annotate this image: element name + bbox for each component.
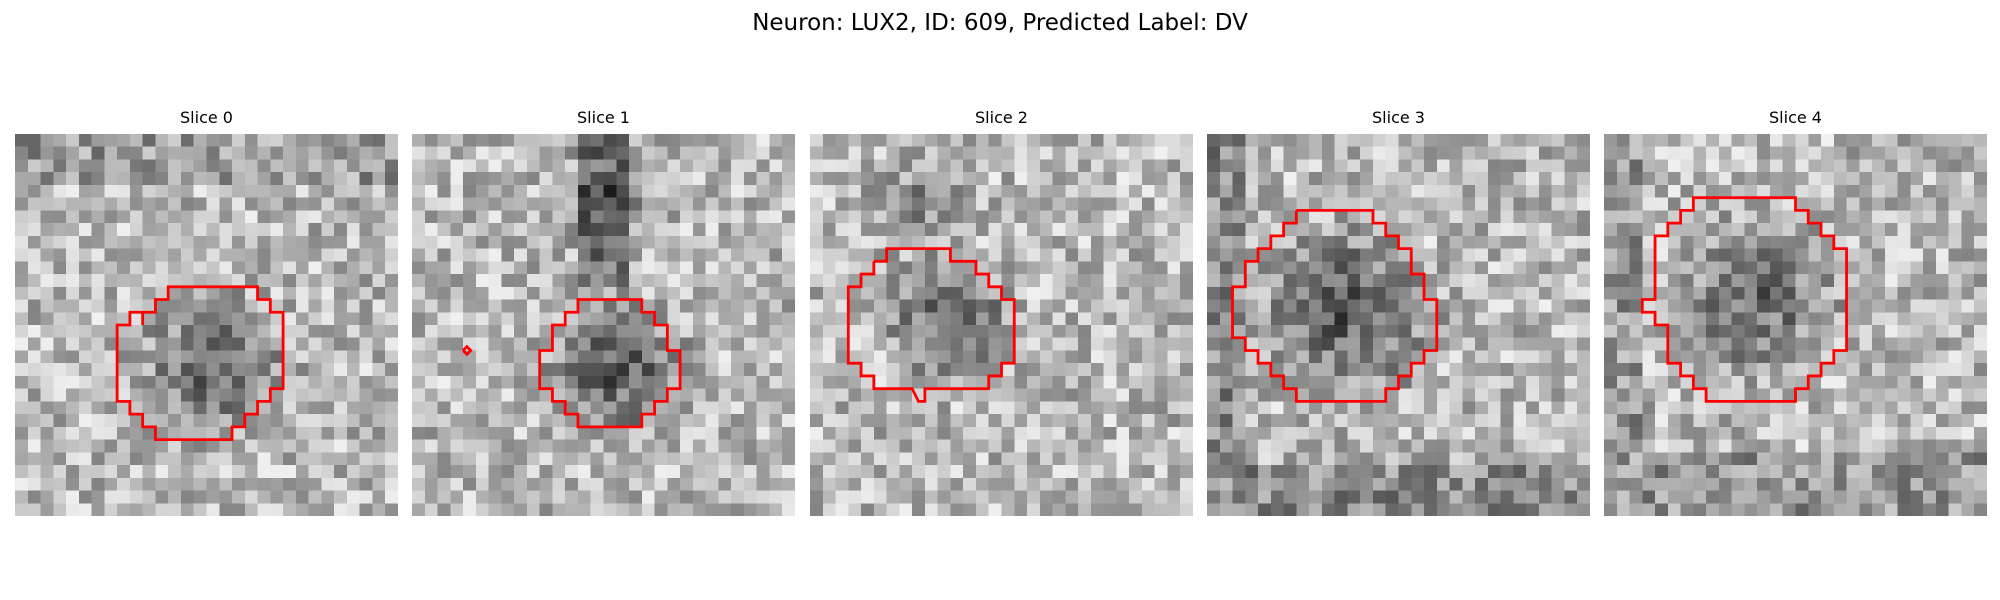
- grayscale-neuron-image-2: [810, 134, 1193, 516]
- slice-title-0: Slice 0: [180, 108, 233, 127]
- segmentation-contour-4: [1640, 196, 1848, 403]
- figure-title: Neuron: LUX2, ID: 609, Predicted Label: …: [752, 10, 1248, 36]
- slice-title-4: Slice 4: [1769, 108, 1822, 127]
- grayscale-neuron-image-0: [15, 134, 398, 516]
- slice-image-2: [810, 134, 1193, 516]
- contour-line: [538, 298, 682, 429]
- slice-title-1: Slice 1: [577, 108, 630, 127]
- contour-line: [846, 247, 1016, 403]
- contour-line: [462, 344, 473, 357]
- slice-image-1: [412, 134, 795, 516]
- grayscale-neuron-image-1: [412, 134, 795, 516]
- slice-image-3: [1207, 134, 1590, 516]
- contour-line: [115, 285, 285, 442]
- slice-title-2: Slice 2: [975, 108, 1028, 127]
- segmentation-contour-1: [462, 298, 682, 429]
- slice-title-3: Slice 3: [1372, 108, 1425, 127]
- segmentation-contour-2: [846, 247, 1016, 403]
- contour-line: [1231, 208, 1439, 403]
- segmentation-contour-0: [115, 285, 285, 442]
- segmentation-contour-3: [1231, 208, 1439, 403]
- contour-line: [1640, 196, 1848, 403]
- slice-image-4: [1604, 134, 1987, 516]
- grayscale-neuron-image-3: [1207, 134, 1590, 516]
- slice-image-0: [15, 134, 398, 516]
